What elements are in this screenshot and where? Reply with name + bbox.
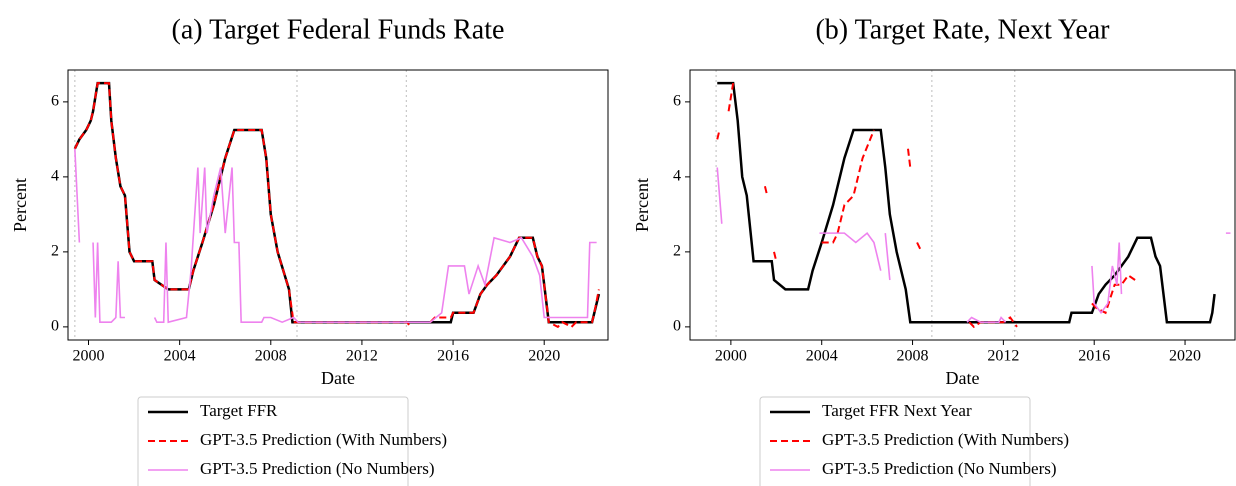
legend-box <box>759 396 1031 486</box>
y-tick-label: 6 <box>51 93 59 110</box>
x-tick-label: 2016 <box>1078 348 1110 365</box>
y-tick-label: 2 <box>673 243 681 260</box>
series-line <box>716 167 1231 323</box>
subplot-title: (b) Target Rate, Next Year <box>815 14 1110 45</box>
plot-frame <box>689 69 1236 341</box>
legend-label: GPT-3.5 Prediction (No Numbers) <box>822 459 1057 478</box>
y-tick-label: 4 <box>51 168 59 185</box>
y-axis-label: Percent <box>632 178 652 232</box>
x-tick-label: 2012 <box>987 348 1019 365</box>
y-tick-label: 6 <box>673 93 681 110</box>
legend-label: Target FFR <box>200 401 278 420</box>
series-line <box>717 81 1216 324</box>
legend-label: GPT-3.5 Prediction (No Numbers) <box>200 459 435 478</box>
subplot: (a) Target Federal Funds Rate 2000 2004 200… <box>10 14 609 486</box>
y-axis-label: Percent <box>10 178 30 232</box>
x-tick-label: 2008 <box>255 348 287 365</box>
series-line <box>73 81 601 324</box>
y-tick-label: 0 <box>51 318 59 335</box>
x-tick-label: 2016 <box>437 348 469 365</box>
y-tick-label: 4 <box>673 168 681 185</box>
x-tick-label: 2000 <box>715 348 747 365</box>
x-tick-label: 2020 <box>1169 348 1201 365</box>
x-axis-label: Date <box>946 368 980 388</box>
x-tick-label: 2000 <box>73 348 105 365</box>
legend-box <box>137 396 409 486</box>
plot-frame <box>67 69 609 341</box>
subplot-title: (a) Target Federal Funds Rate <box>172 14 505 45</box>
x-tick-label: 2004 <box>806 348 838 365</box>
legend-label: GPT-3.5 Prediction (With Numbers) <box>822 430 1069 449</box>
x-tick-label: 2004 <box>164 348 196 365</box>
legend-label: Target FFR Next Year <box>822 401 972 420</box>
x-axis-label: Date <box>321 368 355 388</box>
x-tick-label: 2008 <box>897 348 929 365</box>
series-line <box>716 82 1136 329</box>
series-line <box>74 148 597 324</box>
y-tick-label: 2 <box>51 243 59 260</box>
legend-label: GPT-3.5 Prediction (With Numbers) <box>200 430 447 449</box>
y-tick-label: 0 <box>673 318 681 335</box>
series-line <box>73 82 600 329</box>
x-tick-label: 2020 <box>528 348 560 365</box>
x-tick-label: 2012 <box>346 348 378 365</box>
